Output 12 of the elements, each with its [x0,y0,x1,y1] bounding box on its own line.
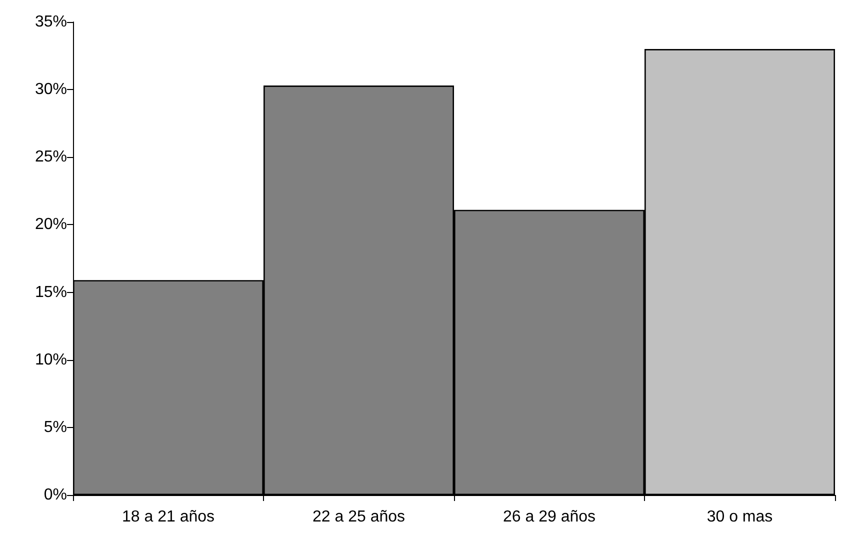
x-tick-label: 22 a 25 años [312,508,406,526]
x-tick-label: 18 a 21 años [122,508,215,526]
x-tick-label: 26 a 29 años [502,508,596,526]
y-tick-label: 35% [34,14,67,30]
x-tick-label: 30 o mas [706,508,773,526]
y-tick-label: 20% [34,216,67,234]
y-tick-label: 15% [34,284,67,301]
y-tick-label: 5% [44,418,67,436]
y-tick-label: 0% [44,486,67,504]
y-tick-label: 10% [34,351,67,368]
y-tick-label: 30% [34,81,67,98]
y-tick-label: 25% [34,148,67,166]
